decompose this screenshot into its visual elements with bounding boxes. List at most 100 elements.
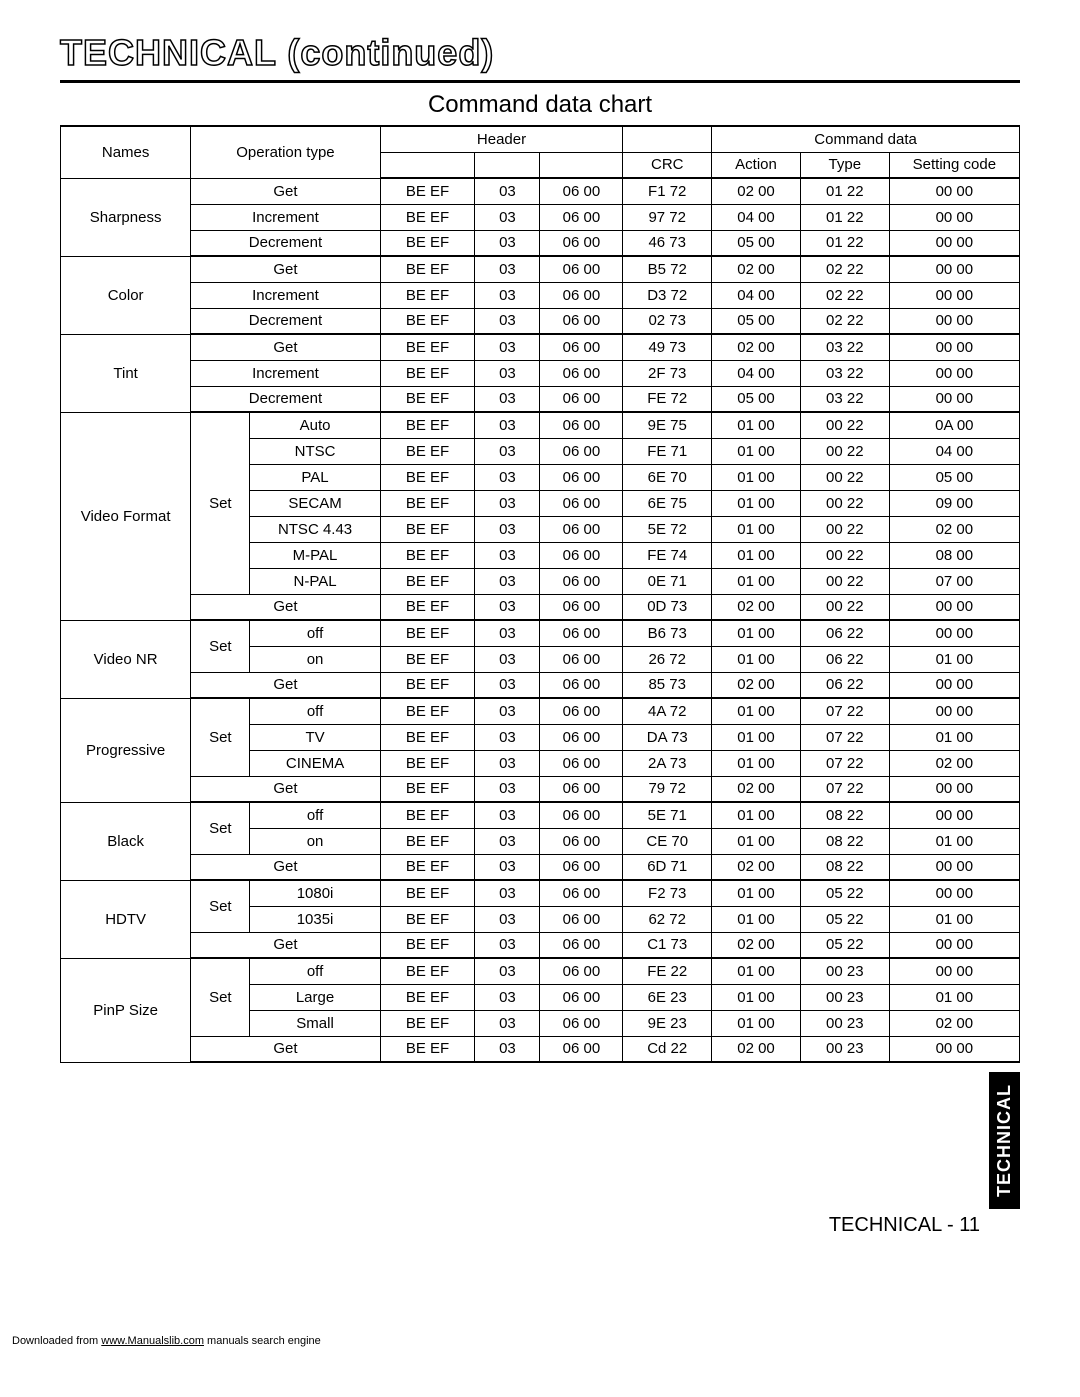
action-cell: 02 00 — [712, 672, 801, 698]
header-byte-2: 03 — [475, 828, 540, 854]
header-command-data: Command data — [712, 126, 1020, 152]
crc-cell: 6E 23 — [623, 984, 712, 1010]
type-cell: 06 22 — [800, 672, 889, 698]
row-name: Video Format — [61, 412, 191, 620]
subtitle: Command data chart — [60, 91, 1020, 119]
type-cell: 02 22 — [800, 308, 889, 334]
header-byte-2: 03 — [475, 438, 540, 464]
type-cell: 00 22 — [800, 594, 889, 620]
header-byte-3: 06 00 — [540, 334, 623, 360]
setting-code-cell: 00 00 — [889, 334, 1019, 360]
setting-code-cell: 01 00 — [889, 906, 1019, 932]
header-byte-2: 03 — [475, 594, 540, 620]
operation-cell: Increment — [191, 282, 380, 308]
crc-cell: 46 73 — [623, 230, 712, 256]
header-byte-1: BE EF — [380, 750, 475, 776]
action-cell: 04 00 — [712, 204, 801, 230]
operation-set-cell: Set — [191, 620, 250, 672]
action-cell: 01 00 — [712, 464, 801, 490]
header-byte-3: 06 00 — [540, 282, 623, 308]
crc-cell: 2F 73 — [623, 360, 712, 386]
operation-value-cell: off — [250, 802, 380, 828]
crc-cell: 6D 71 — [623, 854, 712, 880]
header-byte-2: 03 — [475, 256, 540, 282]
header-byte-3: 06 00 — [540, 906, 623, 932]
crc-cell: B6 73 — [623, 620, 712, 646]
operation-cell: Decrement — [191, 230, 380, 256]
crc-cell: FE 71 — [623, 438, 712, 464]
type-cell: 06 22 — [800, 620, 889, 646]
crc-cell: B5 72 — [623, 256, 712, 282]
header-byte-1: BE EF — [380, 854, 475, 880]
crc-cell: 5E 72 — [623, 516, 712, 542]
action-cell: 01 00 — [712, 568, 801, 594]
action-cell: 01 00 — [712, 1010, 801, 1036]
header-action: Action — [712, 152, 801, 178]
footer-note: Downloaded from www.Manualslib.com manua… — [12, 1335, 321, 1347]
operation-value-cell: CINEMA — [250, 750, 380, 776]
operation-value-cell: Auto — [250, 412, 380, 438]
operation-value-cell: NTSC — [250, 438, 380, 464]
title-rule — [60, 80, 1020, 83]
setting-code-cell: 00 00 — [889, 698, 1019, 724]
header-byte-1: BE EF — [380, 464, 475, 490]
type-cell: 08 22 — [800, 802, 889, 828]
type-cell: 03 22 — [800, 360, 889, 386]
header-byte-3: 06 00 — [540, 698, 623, 724]
header-byte-1: BE EF — [380, 178, 475, 204]
header-byte-2: 03 — [475, 1010, 540, 1036]
action-cell: 01 00 — [712, 802, 801, 828]
operation-cell: Increment — [191, 204, 380, 230]
crc-cell: 4A 72 — [623, 698, 712, 724]
header-byte-1: BE EF — [380, 308, 475, 334]
action-cell: 02 00 — [712, 594, 801, 620]
footer-link[interactable]: www.Manualslib.com — [101, 1335, 204, 1347]
header-byte-2: 03 — [475, 282, 540, 308]
operation-cell: Get — [191, 334, 380, 360]
crc-cell: 2A 73 — [623, 750, 712, 776]
type-cell: 05 22 — [800, 932, 889, 958]
header-byte-1: BE EF — [380, 412, 475, 438]
header-byte-3: 06 00 — [540, 620, 623, 646]
operation-cell: Decrement — [191, 386, 380, 412]
crc-cell: 26 72 — [623, 646, 712, 672]
type-cell: 02 22 — [800, 282, 889, 308]
crc-cell: 49 73 — [623, 334, 712, 360]
crc-cell: 6E 75 — [623, 490, 712, 516]
operation-value-cell: off — [250, 620, 380, 646]
header-byte-2: 03 — [475, 880, 540, 906]
crc-cell: 62 72 — [623, 906, 712, 932]
operation-value-cell: Small — [250, 1010, 380, 1036]
operation-value-cell: off — [250, 698, 380, 724]
operation-cell: Get — [191, 932, 380, 958]
crc-cell: 9E 75 — [623, 412, 712, 438]
header-byte-2: 03 — [475, 412, 540, 438]
operation-value-cell: on — [250, 646, 380, 672]
crc-cell: DA 73 — [623, 724, 712, 750]
header-byte-1: BE EF — [380, 802, 475, 828]
action-cell: 01 00 — [712, 412, 801, 438]
operation-cell: Get — [191, 854, 380, 880]
header-byte-3: 06 00 — [540, 802, 623, 828]
header-byte-1: BE EF — [380, 516, 475, 542]
operation-value-cell: 1080i — [250, 880, 380, 906]
crc-cell: F2 73 — [623, 880, 712, 906]
action-cell: 01 00 — [712, 646, 801, 672]
header-byte-3: 06 00 — [540, 542, 623, 568]
type-cell: 00 22 — [800, 568, 889, 594]
operation-set-cell: Set — [191, 698, 250, 776]
crc-cell: 97 72 — [623, 204, 712, 230]
header-byte-2: 03 — [475, 750, 540, 776]
action-cell: 01 00 — [712, 984, 801, 1010]
header-byte-3: 06 00 — [540, 646, 623, 672]
header-byte-3: 06 00 — [540, 360, 623, 386]
page-number: TECHNICAL - 11 — [829, 1214, 980, 1237]
type-cell: 08 22 — [800, 828, 889, 854]
operation-set-cell: Set — [191, 802, 250, 854]
setting-code-cell: 01 00 — [889, 984, 1019, 1010]
header-byte-3: 06 00 — [540, 984, 623, 1010]
action-cell: 05 00 — [712, 386, 801, 412]
crc-cell: 0D 73 — [623, 594, 712, 620]
header-byte-3: 06 00 — [540, 438, 623, 464]
page-title: TECHNICAL (continued) — [60, 32, 1020, 74]
